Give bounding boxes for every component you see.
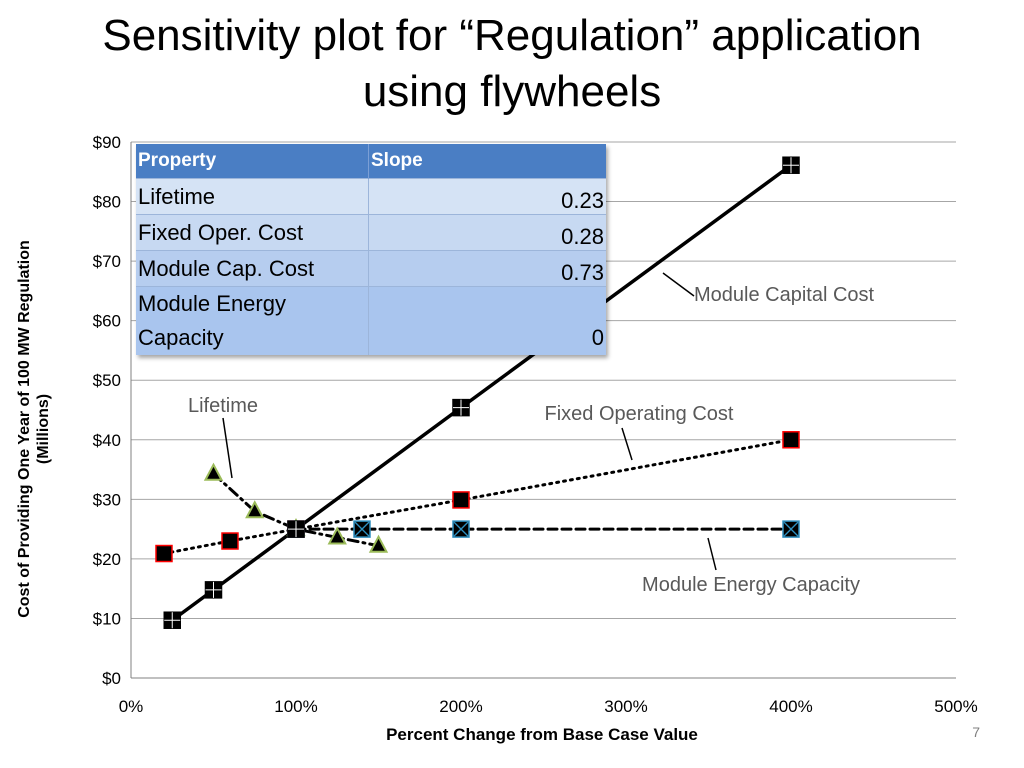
marker-square bbox=[782, 431, 800, 449]
marker-x-2 bbox=[354, 521, 370, 537]
table-cell-property-line-2: Capacity bbox=[138, 325, 224, 350]
data-point-marker bbox=[203, 462, 224, 481]
y-tick-label: $30 bbox=[93, 490, 121, 509]
table-cell-slope: 0.23 bbox=[368, 178, 606, 215]
y-tick-label: $70 bbox=[93, 252, 121, 271]
table-header-row: Property Slope bbox=[136, 144, 606, 179]
title-line-1: Sensitivity plot for “Regulation” applic… bbox=[102, 11, 922, 60]
y-tick-label: $10 bbox=[93, 609, 121, 628]
x-tick-label: 200% bbox=[439, 697, 482, 716]
y-axis-label-line-2: (Millions) bbox=[35, 393, 52, 465]
data-point-marker bbox=[782, 431, 800, 449]
data-point-marker bbox=[368, 534, 389, 553]
marker-x-2 bbox=[453, 521, 469, 537]
slide-title: Sensitivity plot for “Regulation” applic… bbox=[40, 8, 984, 120]
data-point-marker bbox=[452, 491, 470, 509]
table-row: Fixed Oper. Cost 0.28 bbox=[136, 214, 606, 251]
table-cell-slope: 0.28 bbox=[368, 214, 606, 251]
table-header-property: Property bbox=[136, 144, 369, 179]
callout-line-module-capital-cost bbox=[662, 272, 695, 297]
series-line-lifetime bbox=[212, 472, 380, 548]
marker-square bbox=[452, 491, 470, 509]
table-cell-property: Fixed Oper. Cost bbox=[136, 214, 369, 251]
series-label-fixed-operating-cost: Fixed Operating Cost bbox=[545, 403, 734, 425]
y-tick-label: $80 bbox=[93, 193, 121, 212]
callout-line-fixed-operating-cost bbox=[621, 427, 633, 461]
y-tick-label: $50 bbox=[93, 371, 121, 390]
data-point-marker bbox=[782, 156, 800, 174]
y-tick-label: $20 bbox=[93, 550, 121, 569]
table-cell-slope: 0.73 bbox=[368, 250, 606, 287]
callout-line-lifetime bbox=[222, 417, 233, 479]
table-cell-slope: 0 bbox=[368, 286, 606, 355]
y-tick-label: $60 bbox=[93, 312, 121, 331]
data-point-marker bbox=[782, 520, 800, 538]
x-tick-label: 400% bbox=[769, 697, 812, 716]
y-axis-label: Cost of Providing One Year of 100 MW Reg… bbox=[15, 189, 53, 669]
table-row: Module Cap. Cost 0.73 bbox=[136, 250, 606, 287]
marker-square bbox=[221, 532, 239, 550]
series-label-lifetime: Lifetime bbox=[188, 395, 258, 417]
data-point-marker bbox=[287, 520, 305, 538]
x-axis-label: Percent Change from Base Case Value bbox=[386, 725, 698, 744]
data-point-marker bbox=[452, 520, 470, 538]
y-tick-label: $40 bbox=[93, 431, 121, 450]
data-point-marker bbox=[452, 398, 470, 417]
y-tick-label: $90 bbox=[93, 133, 121, 152]
data-point-marker bbox=[155, 544, 173, 563]
table-row: Lifetime 0.23 bbox=[136, 178, 606, 215]
marker-square bbox=[155, 544, 173, 563]
slope-table: Property Slope Lifetime 0.23 Fixed Oper.… bbox=[136, 144, 606, 355]
series-line-fixed-operating-cost bbox=[162, 438, 793, 556]
x-tick-label: 500% bbox=[934, 697, 977, 716]
y-axis-label-line-1: Cost of Providing One Year of 100 MW Reg… bbox=[16, 240, 33, 618]
data-point-marker bbox=[221, 532, 239, 550]
series-label-module-energy-capacity: Module Energy Capacity bbox=[642, 574, 860, 596]
data-point-marker bbox=[353, 520, 371, 538]
series-label-module-capital-cost: Module Capital Cost bbox=[694, 284, 875, 306]
y-tick-label: $0 bbox=[102, 669, 121, 688]
x-tick-label: 100% bbox=[274, 697, 317, 716]
data-point-marker bbox=[245, 500, 265, 519]
x-tick-label: 0% bbox=[119, 697, 144, 716]
data-point-marker bbox=[327, 526, 347, 545]
x-tick-label: 300% bbox=[604, 697, 647, 716]
title-line-2: using flywheels bbox=[362, 67, 662, 116]
data-point-marker bbox=[163, 611, 181, 629]
table-cell-property: Module Cap. Cost bbox=[136, 250, 369, 287]
table-cell-property-line-1: Module Energy bbox=[138, 291, 286, 316]
marker-x-2 bbox=[783, 521, 799, 537]
callout-line-module-energy-capacity bbox=[707, 537, 717, 571]
table-header-slope: Slope bbox=[368, 144, 606, 179]
table-cell-property: Lifetime bbox=[136, 178, 369, 215]
data-point-marker bbox=[204, 581, 223, 599]
table-cell-property: Module Energy Capacity bbox=[136, 286, 369, 355]
table-row: Module Energy Capacity 0 bbox=[136, 286, 606, 355]
page-number: 7 bbox=[972, 724, 980, 740]
